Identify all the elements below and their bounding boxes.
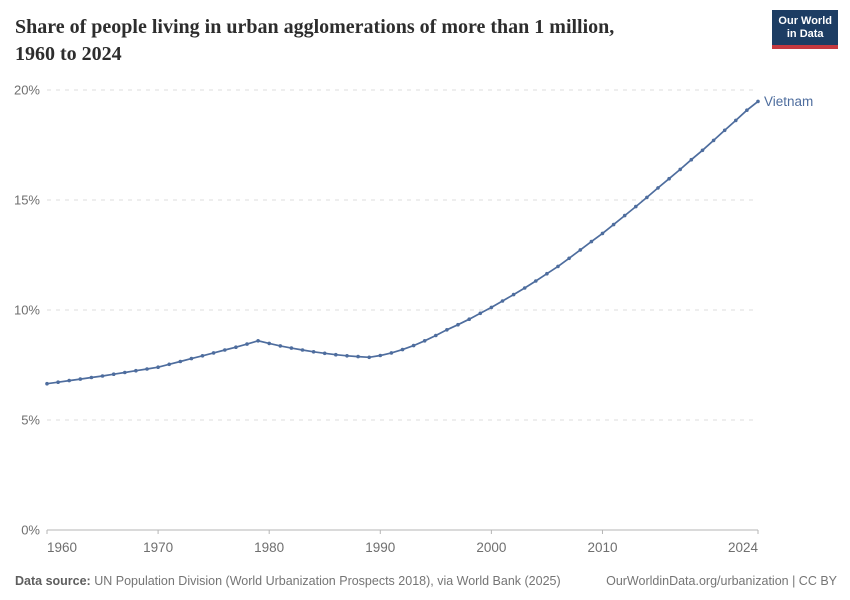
owid-url-license[interactable]: OurWorldinData.org/urbanization | CC BY xyxy=(606,574,837,588)
data-point[interactable] xyxy=(711,138,716,143)
x-tick-label: 1990 xyxy=(365,540,395,555)
data-point[interactable] xyxy=(378,353,383,358)
data-point[interactable] xyxy=(211,351,216,355)
series-line[interactable] xyxy=(46,100,759,385)
data-point[interactable] xyxy=(678,167,682,172)
data-point[interactable] xyxy=(156,365,160,370)
data-point[interactable] xyxy=(67,378,71,383)
data-point[interactable] xyxy=(200,354,205,358)
data-point[interactable] xyxy=(134,368,138,373)
entity-label: Vietnam xyxy=(764,94,813,109)
data-point[interactable] xyxy=(56,380,60,385)
data-point[interactable] xyxy=(522,286,527,290)
chart-title-line2: 1960 to 2024 xyxy=(15,43,122,65)
data-point[interactable] xyxy=(722,128,727,133)
y-tick-label: 20% xyxy=(14,83,40,98)
data-source-note: Data source: UN Population Division (Wor… xyxy=(15,573,561,589)
data-source-label: Data source: xyxy=(15,574,91,588)
data-point[interactable] xyxy=(734,118,738,123)
data-point[interactable] xyxy=(689,157,694,162)
data-point[interactable] xyxy=(389,351,394,355)
data-point[interactable] xyxy=(311,350,316,354)
data-point[interactable] xyxy=(511,292,516,297)
y-tick-label: 10% xyxy=(14,303,40,318)
data-point[interactable] xyxy=(167,362,171,367)
data-point[interactable] xyxy=(322,351,327,356)
data-point[interactable] xyxy=(356,354,360,359)
data-point[interactable] xyxy=(489,305,494,310)
data-point[interactable] xyxy=(45,381,49,386)
data-point[interactable] xyxy=(89,375,94,380)
data-point[interactable] xyxy=(656,186,660,190)
data-point[interactable] xyxy=(622,213,627,218)
owid-logo-line2: in Data xyxy=(786,28,824,40)
y-tick-label: 15% xyxy=(14,193,40,208)
data-point[interactable] xyxy=(534,279,538,283)
data-point[interactable] xyxy=(667,176,671,181)
data-point[interactable] xyxy=(634,204,638,209)
data-point[interactable] xyxy=(234,345,238,350)
data-point[interactable] xyxy=(478,311,483,316)
x-tick-label: 1980 xyxy=(254,540,284,555)
chart-title: Share of people living in urban agglomer… xyxy=(15,14,614,68)
data-point[interactable] xyxy=(567,256,571,261)
data-point[interactable] xyxy=(578,248,583,252)
series-points[interactable] xyxy=(45,99,760,386)
data-point[interactable] xyxy=(345,354,349,358)
data-point[interactable] xyxy=(611,222,616,227)
data-point[interactable] xyxy=(289,346,294,350)
data-point[interactable] xyxy=(334,352,338,357)
data-point[interactable] xyxy=(411,343,416,348)
data-point[interactable] xyxy=(78,377,83,381)
y-tick-label: 5% xyxy=(21,413,40,428)
data-point[interactable] xyxy=(123,370,127,375)
data-point[interactable] xyxy=(500,299,505,303)
data-point[interactable] xyxy=(445,328,449,332)
data-point[interactable] xyxy=(100,374,105,378)
x-tick-label: 2010 xyxy=(587,540,617,555)
data-point[interactable] xyxy=(300,348,305,352)
owid-logo[interactable]: Our World in Data xyxy=(772,10,838,49)
data-point[interactable] xyxy=(178,359,183,364)
data-source-text: UN Population Division (World Urbanizati… xyxy=(94,574,561,588)
data-point[interactable] xyxy=(278,344,283,348)
chart-footer: Data source: UN Population Division (Wor… xyxy=(15,573,837,589)
data-point[interactable] xyxy=(467,317,472,322)
data-point[interactable] xyxy=(745,108,749,112)
chart-title-line1: Share of people living in urban agglomer… xyxy=(15,16,615,38)
data-point[interactable] xyxy=(400,347,405,352)
x-tick-label: 1970 xyxy=(143,540,173,555)
x-tick-label: 2024 xyxy=(728,540,759,555)
data-point[interactable] xyxy=(556,264,560,269)
data-point[interactable] xyxy=(545,271,549,276)
data-point[interactable] xyxy=(189,356,194,361)
data-point[interactable] xyxy=(145,367,149,371)
data-point[interactable] xyxy=(700,148,705,153)
data-point[interactable] xyxy=(434,333,438,338)
data-point[interactable] xyxy=(245,342,249,346)
x-tick-label: 2000 xyxy=(476,540,506,555)
data-point[interactable] xyxy=(422,339,427,343)
data-point[interactable] xyxy=(367,355,372,360)
data-point[interactable] xyxy=(645,195,649,200)
data-point[interactable] xyxy=(223,348,227,352)
data-point[interactable] xyxy=(267,341,272,346)
data-point[interactable] xyxy=(589,239,594,244)
data-point[interactable] xyxy=(256,339,260,343)
data-point[interactable] xyxy=(456,322,460,327)
x-tick-label: 1960 xyxy=(47,540,77,555)
data-point[interactable] xyxy=(756,99,760,104)
data-point[interactable] xyxy=(111,372,116,377)
owid-logo-line1: Our World xyxy=(778,15,832,27)
y-tick-label: 0% xyxy=(21,523,40,538)
data-point[interactable] xyxy=(600,231,605,236)
